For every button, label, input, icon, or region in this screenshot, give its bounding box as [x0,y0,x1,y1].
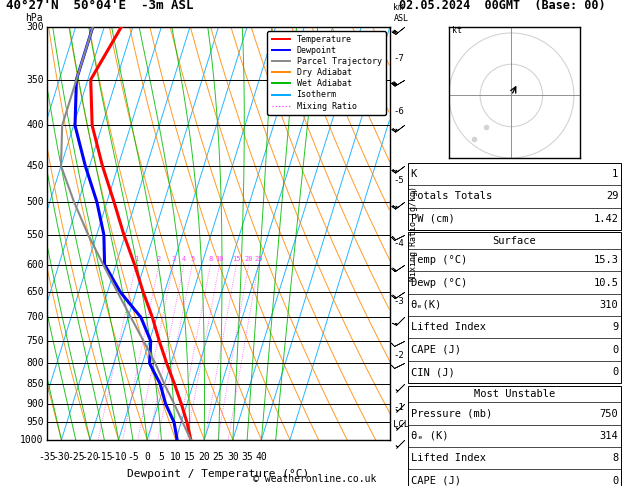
Text: CIN (J): CIN (J) [411,367,455,377]
Text: -4: -4 [393,240,404,248]
Text: -25: -25 [67,452,84,462]
Text: Temp (°C): Temp (°C) [411,255,467,265]
Legend: Temperature, Dewpoint, Parcel Trajectory, Dry Adiabat, Wet Adiabat, Isotherm, Mi: Temperature, Dewpoint, Parcel Trajectory… [267,31,386,115]
Text: 950: 950 [26,417,44,427]
Text: -30: -30 [53,452,70,462]
Text: 9: 9 [612,322,618,332]
Text: 800: 800 [26,358,44,368]
Text: 850: 850 [26,379,44,389]
Text: kt: kt [452,26,462,35]
Text: 600: 600 [26,260,44,270]
Text: hPa: hPa [25,13,43,22]
Text: 3: 3 [171,257,175,262]
Text: 314: 314 [599,431,618,441]
Text: 15: 15 [232,257,240,262]
Text: Lifted Index: Lifted Index [411,322,486,332]
Text: 10: 10 [170,452,182,462]
Text: Surface: Surface [493,236,537,246]
Text: LCL: LCL [393,419,409,429]
Text: 5: 5 [190,257,194,262]
Text: 4: 4 [182,257,186,262]
Text: Most Unstable: Most Unstable [474,389,555,399]
Text: Totals Totals: Totals Totals [411,191,492,201]
Text: 5: 5 [159,452,164,462]
Text: 0: 0 [144,452,150,462]
Text: 35: 35 [242,452,253,462]
Text: θₑ (K): θₑ (K) [411,431,448,441]
Text: 350: 350 [26,75,44,85]
Text: 02.05.2024  00GMT  (Base: 00): 02.05.2024 00GMT (Base: 00) [399,0,606,12]
Text: 0: 0 [612,367,618,377]
Text: -5: -5 [393,176,404,185]
Text: 20: 20 [245,257,253,262]
Text: -5: -5 [127,452,139,462]
Text: 10.5: 10.5 [593,278,618,288]
Text: -6: -6 [393,107,404,116]
Text: Dewpoint / Temperature (°C): Dewpoint / Temperature (°C) [128,469,309,479]
Text: 20: 20 [198,452,210,462]
Text: Dewp (°C): Dewp (°C) [411,278,467,288]
Text: 15: 15 [184,452,196,462]
Text: 8: 8 [208,257,213,262]
Text: km
ASL: km ASL [393,3,408,22]
Text: 550: 550 [26,230,44,240]
Text: -15: -15 [96,452,113,462]
Text: -3: -3 [393,297,404,306]
Text: 750: 750 [599,409,618,418]
Text: 29: 29 [606,191,618,201]
Text: CAPE (J): CAPE (J) [411,476,460,486]
Text: -2: -2 [393,351,404,361]
Text: PW (cm): PW (cm) [411,214,455,224]
Text: 30: 30 [227,452,239,462]
Text: 900: 900 [26,399,44,409]
Text: 1000: 1000 [20,435,44,445]
Text: Lifted Index: Lifted Index [411,453,486,463]
Text: 25: 25 [254,257,263,262]
Text: CAPE (J): CAPE (J) [411,345,460,355]
Text: 10: 10 [215,257,224,262]
Text: -10: -10 [110,452,128,462]
Text: 750: 750 [26,336,44,346]
Text: 300: 300 [26,22,44,32]
Text: 25: 25 [213,452,225,462]
Text: Mixing Ratio (g/kg): Mixing Ratio (g/kg) [409,186,418,281]
Text: 40°27'N  50°04'E  -3m ASL: 40°27'N 50°04'E -3m ASL [6,0,194,12]
Text: 650: 650 [26,287,44,297]
Text: K: K [411,169,417,179]
Text: -1: -1 [393,403,404,412]
Text: 40: 40 [255,452,267,462]
Text: 0: 0 [612,345,618,355]
Text: 500: 500 [26,197,44,207]
Text: 0: 0 [612,476,618,486]
Text: θₑ(K): θₑ(K) [411,300,442,310]
Text: 15.3: 15.3 [593,255,618,265]
Text: 1.42: 1.42 [593,214,618,224]
Text: 400: 400 [26,121,44,130]
Text: © weatheronline.co.uk: © weatheronline.co.uk [253,473,376,484]
Text: -20: -20 [81,452,99,462]
Text: 2: 2 [157,257,161,262]
Text: Pressure (mb): Pressure (mb) [411,409,492,418]
Text: -35: -35 [38,452,56,462]
Text: 450: 450 [26,161,44,171]
Text: 310: 310 [599,300,618,310]
Text: 8: 8 [612,453,618,463]
Text: 1: 1 [134,257,138,262]
Text: 700: 700 [26,312,44,322]
Text: 1: 1 [612,169,618,179]
Text: -7: -7 [393,54,404,63]
